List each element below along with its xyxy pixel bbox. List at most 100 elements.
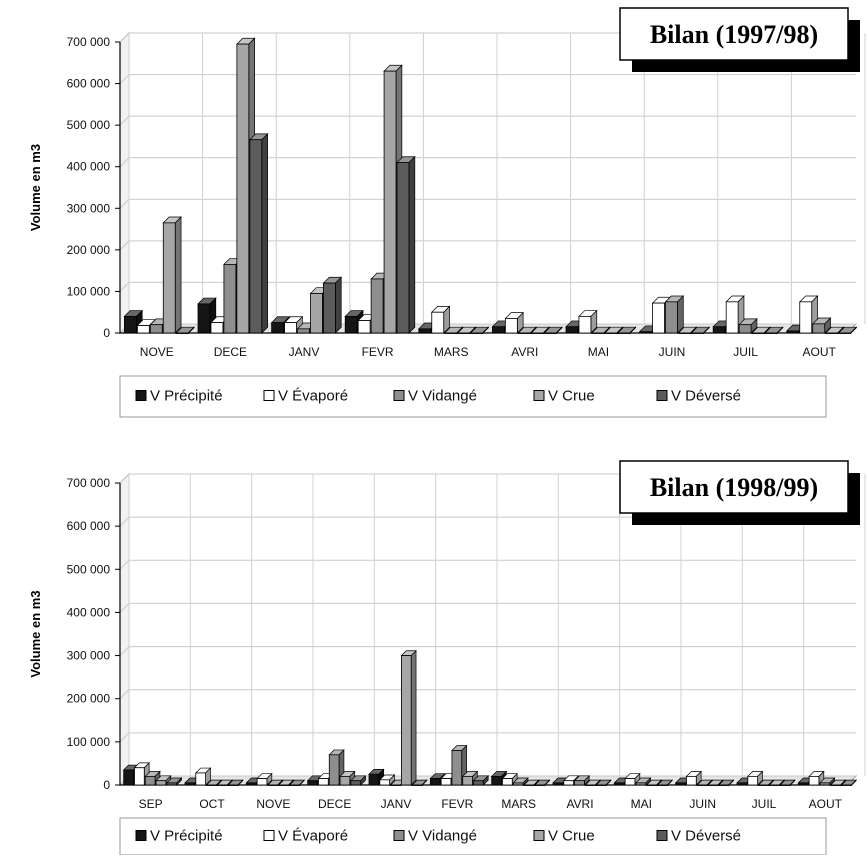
bar-front xyxy=(491,775,502,786)
legend-item: V Crue xyxy=(548,388,595,405)
bar-front xyxy=(216,784,228,786)
bar-front xyxy=(565,326,579,334)
bar-front xyxy=(195,772,207,786)
bar xyxy=(751,326,771,335)
legend-item: V Déversé xyxy=(671,388,741,405)
x-tick-label: AOUT xyxy=(809,797,843,811)
bar-front xyxy=(563,780,575,786)
bar-front xyxy=(462,775,473,786)
bar xyxy=(718,779,735,787)
gridline-y-depth xyxy=(119,473,130,484)
bar-front xyxy=(418,328,432,334)
bar xyxy=(738,318,758,334)
bar xyxy=(175,326,195,335)
bar-front xyxy=(819,782,831,786)
bar-front xyxy=(523,784,535,786)
bar-side xyxy=(677,295,684,334)
bar-front xyxy=(675,782,686,786)
bar-front xyxy=(278,784,289,786)
bar xyxy=(616,326,637,335)
y-axis-label: Volume en m3 xyxy=(28,590,43,677)
bar-front xyxy=(144,775,156,786)
legend-swatch xyxy=(656,830,668,841)
bar xyxy=(635,777,652,786)
bar xyxy=(664,295,685,334)
x-tick-label: MAI xyxy=(588,345,609,359)
bar-front xyxy=(613,782,625,786)
bar-front xyxy=(271,322,284,334)
bar-front xyxy=(473,780,484,786)
chart-title: Bilan (1997/98) xyxy=(650,20,818,49)
gridline-y-depth xyxy=(119,516,130,527)
bar xyxy=(512,777,529,786)
bar-front xyxy=(440,778,452,786)
bar xyxy=(504,311,524,334)
bar xyxy=(808,770,825,786)
bar xyxy=(595,779,612,787)
bar xyxy=(194,767,212,786)
y-tick-label: 700 000 xyxy=(67,476,111,490)
bar-front xyxy=(323,282,336,334)
bar xyxy=(746,770,764,786)
bar xyxy=(677,326,698,335)
y-tick-label: 100 000 xyxy=(67,735,111,749)
y-tick-label: 0 xyxy=(103,778,110,792)
x-tick-label: JUIL xyxy=(733,345,758,359)
legend-swatch xyxy=(393,830,405,841)
bar-front xyxy=(307,780,318,786)
x-tick-label: AOUT xyxy=(803,345,837,359)
bar-front xyxy=(444,332,458,334)
x-tick-label: NOVE xyxy=(256,797,290,811)
title-box xyxy=(619,460,849,514)
bar-front xyxy=(751,332,765,334)
bar-front xyxy=(838,332,851,334)
bar xyxy=(166,777,183,786)
gridline-y-depth xyxy=(119,240,130,251)
bar-front xyxy=(517,332,531,334)
legend-item: V Déversé xyxy=(671,828,741,845)
bar xyxy=(205,779,223,787)
bar-front xyxy=(155,780,167,786)
legend-swatch xyxy=(263,390,275,401)
bar xyxy=(523,779,540,787)
bar-front xyxy=(718,784,730,786)
y-axis-label: Volume en m3 xyxy=(28,144,43,231)
bar-front xyxy=(318,778,329,786)
bar xyxy=(248,133,269,334)
bar-front xyxy=(457,332,471,334)
bar xyxy=(757,779,775,787)
bar xyxy=(578,309,598,334)
bar xyxy=(256,772,273,786)
x-tick-label: AVRI xyxy=(511,345,538,359)
bar xyxy=(155,774,172,786)
gridline-y-depth xyxy=(119,559,130,570)
bar-front xyxy=(236,43,250,334)
bar xyxy=(591,326,611,335)
bar-front xyxy=(812,323,826,334)
bar-front xyxy=(595,784,607,786)
bar-front xyxy=(339,775,351,786)
legend-swatch xyxy=(656,390,668,401)
x-tick-label: JUIN xyxy=(659,345,686,359)
bar xyxy=(543,326,563,335)
y-tick-label: 500 000 xyxy=(67,562,111,576)
x-tick-label: JANV xyxy=(289,345,320,359)
legend-box xyxy=(119,817,827,856)
y-tick-label: 200 000 xyxy=(67,692,111,706)
legend-swatch xyxy=(533,390,545,401)
bar-front xyxy=(652,302,665,334)
bar-front xyxy=(574,780,585,786)
bar-front xyxy=(639,331,652,334)
bar-front xyxy=(256,778,268,786)
bar xyxy=(573,774,591,786)
bar-front xyxy=(411,784,423,786)
bar xyxy=(584,779,601,787)
bar-side xyxy=(261,133,268,334)
bar-front xyxy=(543,332,557,334)
bar xyxy=(685,770,702,786)
bar-front xyxy=(136,325,150,334)
x-tick-label: NOVE xyxy=(140,345,174,359)
bar-front xyxy=(764,332,778,334)
bar xyxy=(696,779,713,787)
